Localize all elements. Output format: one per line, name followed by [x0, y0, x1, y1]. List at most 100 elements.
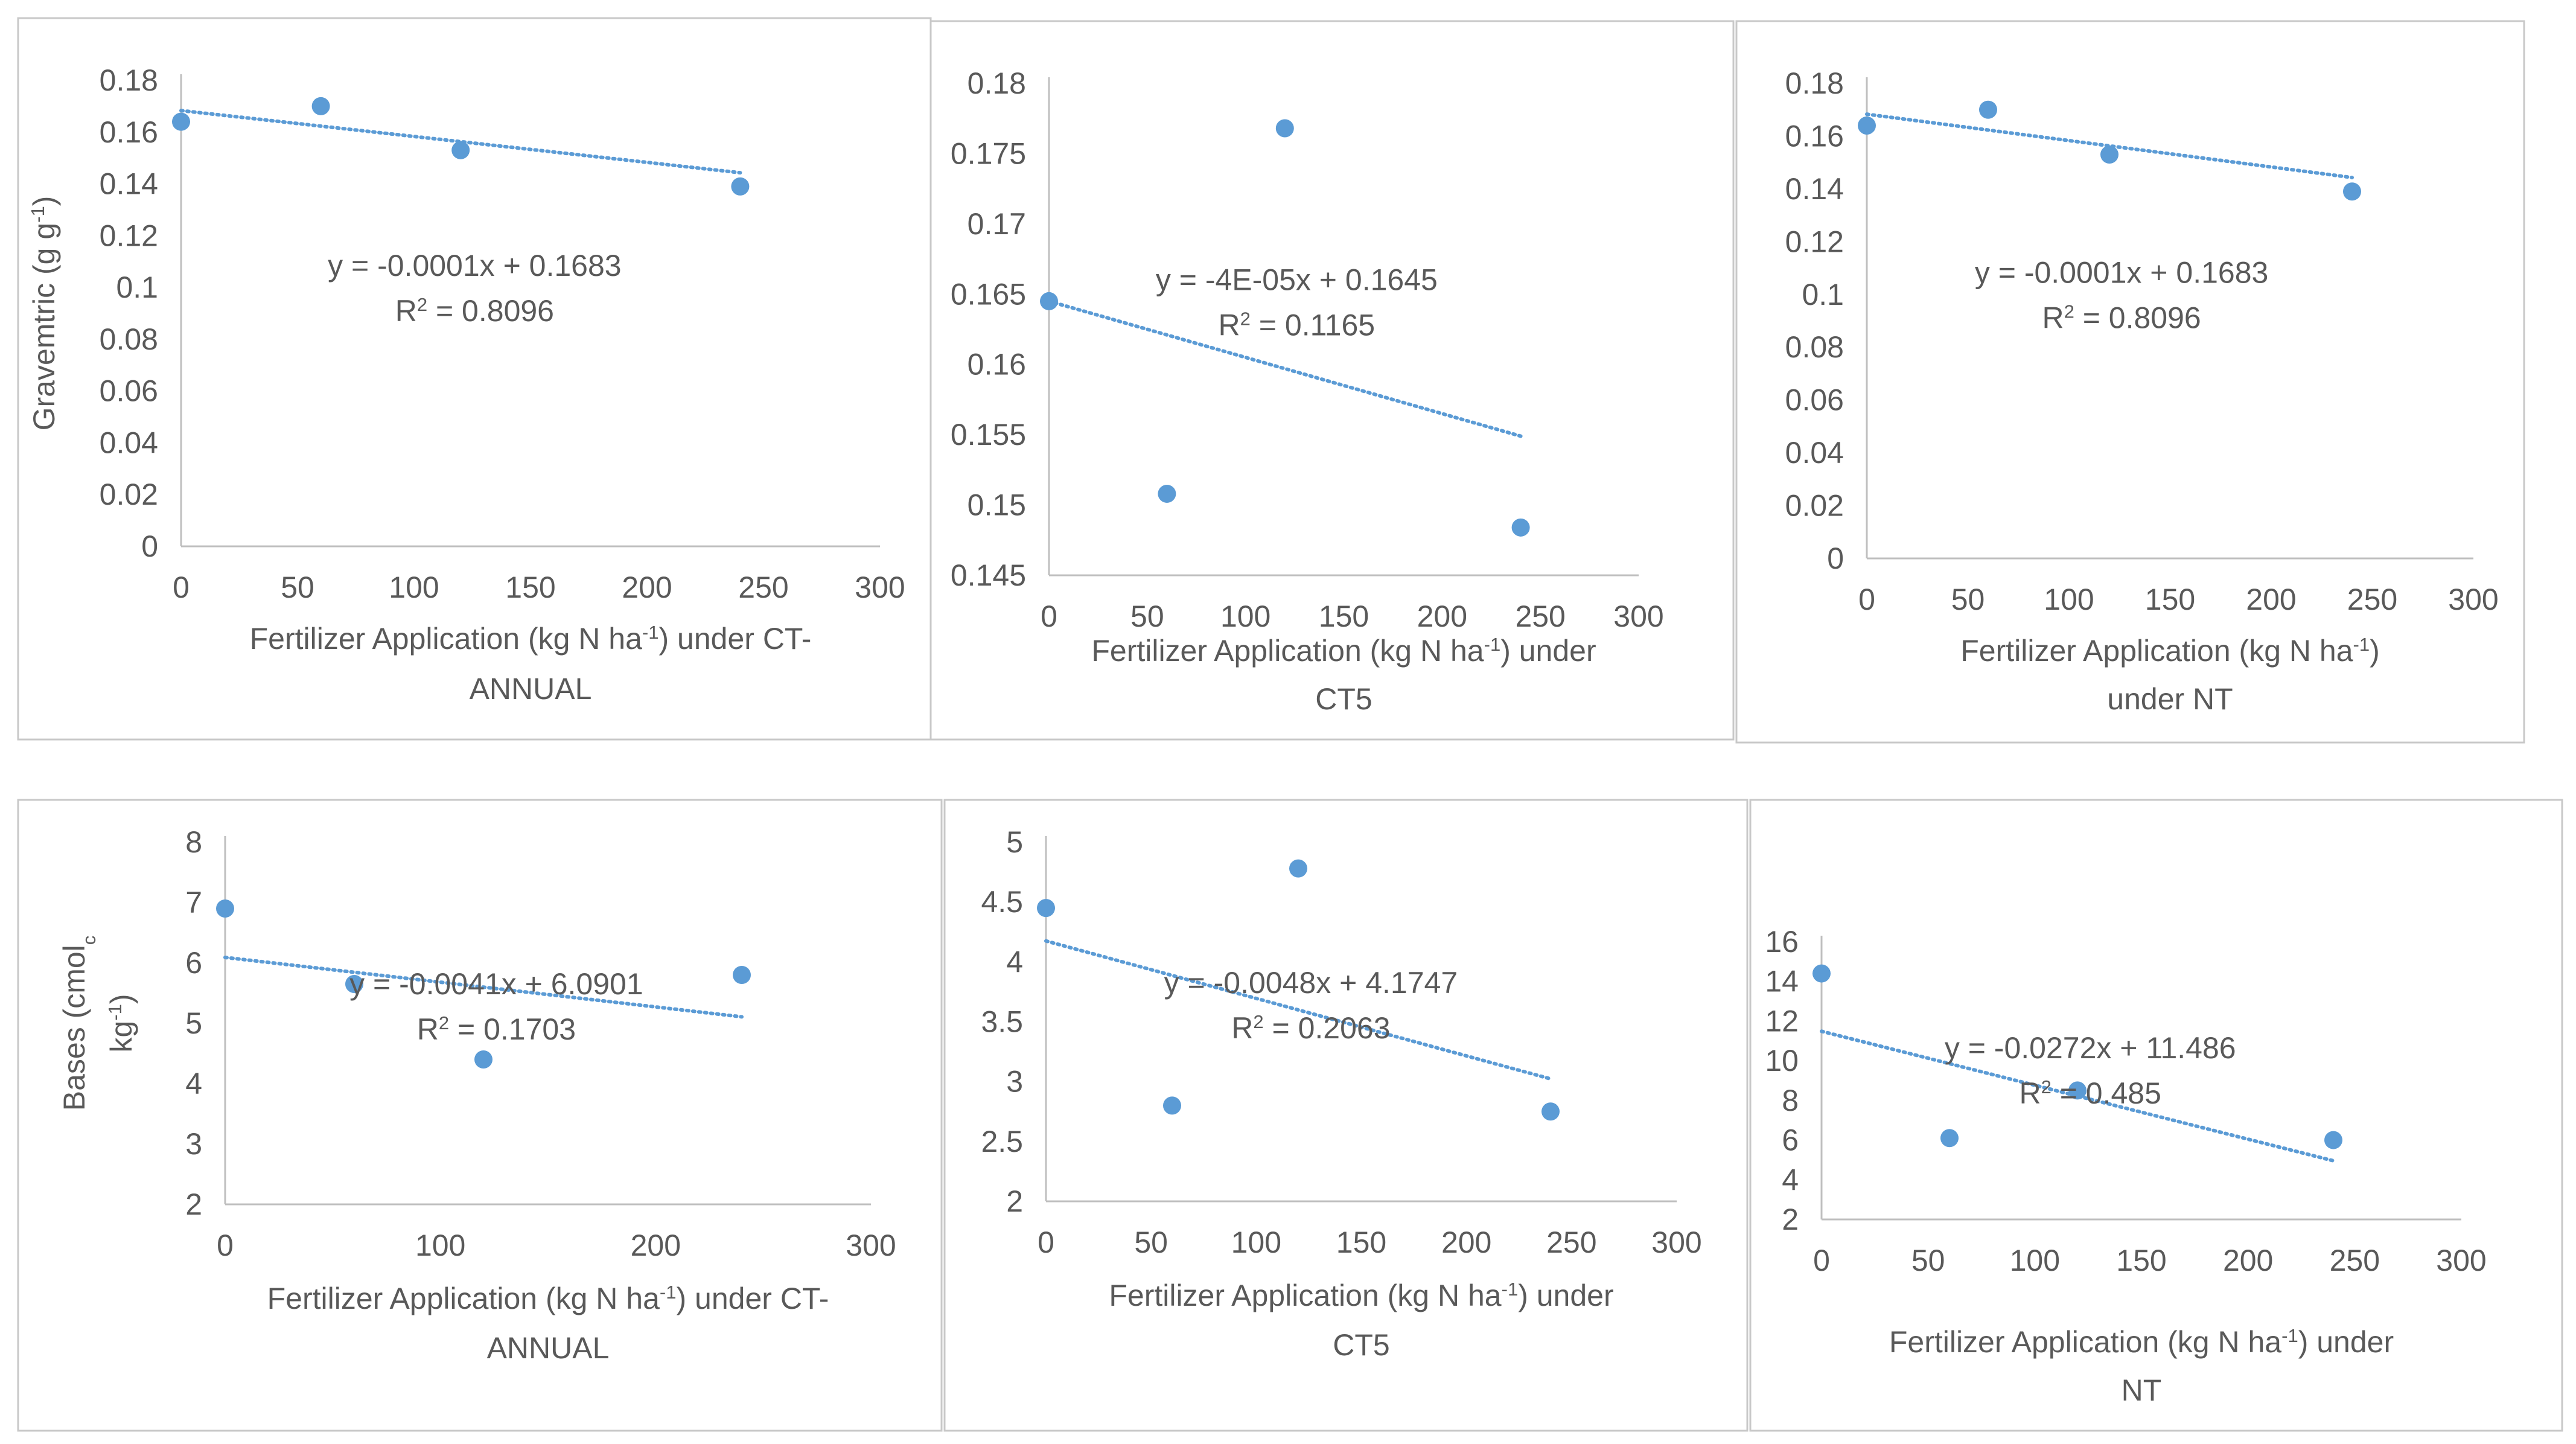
- data-point: [1040, 292, 1058, 310]
- x-tick-label: 300: [1651, 1225, 1701, 1259]
- y-tick-label: 0.12: [1785, 225, 1844, 258]
- y-tick-label: 0.04: [100, 426, 158, 459]
- y-tick-label: 3: [1006, 1065, 1023, 1099]
- plot-area: 2 4 6 8 10 12 14 16 0 50 100 150 200 250 300 y = -0.027…: [1765, 925, 2486, 1407]
- data-point: [1858, 116, 1876, 135]
- y-tick-label: 6: [1782, 1123, 1799, 1157]
- data-point: [172, 112, 190, 131]
- x-tick-label: 300: [2436, 1244, 2486, 1277]
- x-axis-title: Fertilizer Application (kg N ha-1) under: [1889, 1325, 2394, 1359]
- x-axis-title: under NT: [2107, 682, 2233, 716]
- data-point: [731, 177, 750, 196]
- x-tick-label: 200: [1417, 599, 1467, 633]
- data-point: [1275, 119, 1294, 138]
- x-tick-label: 250: [1546, 1225, 1596, 1259]
- data-point: [1940, 1129, 1959, 1148]
- data-point: [2324, 1131, 2342, 1149]
- y-axis-title: Bases (cmolc: [57, 936, 100, 1111]
- y-tick-label: 0.12: [100, 219, 158, 252]
- x-tick-label: 150: [2116, 1244, 2166, 1277]
- x-tick-label: 100: [2044, 583, 2094, 616]
- x-tick-label: 100: [2010, 1244, 2060, 1277]
- r-squared-label: R2 = 0.485: [2019, 1076, 2161, 1111]
- y-axis-title: Gravemtric (g g-1): [27, 196, 62, 431]
- plot-area: 0 0.02 0.04 0.06 0.08 0.1 0.12 0.14 0.16 0.18 0 50 1…: [27, 63, 905, 706]
- x-axis-title: Fertilizer Application (kg N ha-1) under: [1109, 1279, 1613, 1313]
- x-tick-label: 50: [1130, 599, 1164, 633]
- trendline: [223, 955, 744, 1019]
- data-point: [733, 966, 751, 984]
- x-axis-title: ANNUAL: [470, 672, 592, 706]
- panel-frame: [929, 20, 1735, 741]
- y-tick-label: 0.04: [1785, 436, 1844, 470]
- trendline-equation: y = -0.0041x + 6.0901: [349, 967, 643, 1001]
- x-axis-title: Fertilizer Application (kg N ha-1) under…: [267, 1282, 829, 1316]
- data-point: [1812, 964, 1831, 983]
- x-tick-label: 300: [855, 570, 905, 604]
- y-tick-label: 8: [185, 825, 202, 859]
- r-squared-label: R2 = 0.2063: [1231, 1011, 1390, 1045]
- y-tick-label: 4.5: [981, 885, 1023, 919]
- x-tick-label: 200: [2246, 583, 2296, 616]
- r-squared-label: R2 = 0.8096: [2042, 301, 2201, 335]
- chart-panel-top-right: 0 0.02 0.04 0.06 0.08 0.1 0.12 0.14 0.16 0.18 0 50 1…: [1735, 20, 2525, 744]
- data-point: [1037, 899, 1055, 918]
- x-tick-label: 200: [1441, 1225, 1491, 1259]
- data-point: [216, 899, 234, 918]
- x-tick-label: 50: [1134, 1225, 1168, 1259]
- data-point: [2100, 145, 2119, 164]
- y-tick-label: 0.1: [1802, 278, 1844, 311]
- x-axis-title: ANNUAL: [487, 1331, 610, 1365]
- y-tick-label: 10: [1765, 1044, 1799, 1078]
- x-axis-title: Fertilizer Application (kg N ha-1): [1960, 634, 2380, 668]
- y-tick-label: 4: [185, 1067, 202, 1101]
- y-tick-label: 0.08: [100, 322, 158, 356]
- x-tick-label: 50: [281, 570, 314, 604]
- y-tick-label: 0.14: [100, 167, 158, 201]
- data-point: [2343, 182, 2361, 201]
- trendline: [1047, 299, 1523, 438]
- x-tick-label: 150: [505, 570, 555, 604]
- data-point: [345, 975, 363, 993]
- x-tick-label: 0: [1038, 1225, 1054, 1259]
- x-tick-label: 300: [846, 1228, 896, 1262]
- y-tick-label: 2: [185, 1187, 202, 1221]
- x-axis-title: Fertilizer Application (kg N ha-1) under…: [250, 622, 812, 656]
- x-axis-title: CT5: [1315, 682, 1372, 716]
- trendline-equation: y = -4E-05x + 0.1645: [1156, 263, 1438, 296]
- x-tick-label: 250: [738, 570, 788, 604]
- chart-panel-bottom-left: 2 3 4 5 6 7 8 0 100 200 300 y = -0.0041x + 6.0901 R2…: [17, 799, 943, 1432]
- plot-area: 2 3 4 5 6 7 8 0 100 200 300 y = -0.0041x + 6.0901 R2…: [57, 825, 896, 1365]
- plot-area: 0.145 0.15 0.155 0.16 0.165 0.17 0.175 0.18 0 50 1…: [951, 66, 1664, 716]
- x-tick-label: 300: [1613, 599, 1663, 633]
- y-tick-label: 0.16: [968, 348, 1026, 382]
- y-tick-label: 0.18: [968, 66, 1026, 100]
- y-tick-label: 2.5: [981, 1125, 1023, 1158]
- x-tick-label: 0: [217, 1228, 234, 1262]
- y-tick-label: 12: [1765, 1004, 1799, 1038]
- x-axis-title: Fertilizer Application (kg N ha-1) under: [1091, 634, 1596, 668]
- y-tick-label: 4: [1782, 1163, 1799, 1196]
- trendline-equation: y = -0.0272x + 11.486: [1945, 1031, 2236, 1065]
- x-tick-label: 100: [1220, 599, 1270, 633]
- chart-panel-bottom-right: 2 4 6 8 10 12 14 16 0 50 100 150 200 250 300 y = -0.027…: [1749, 799, 2563, 1432]
- y-tick-label: 0.14: [1785, 172, 1844, 206]
- x-tick-label: 200: [2223, 1244, 2273, 1277]
- data-point: [1541, 1102, 1560, 1121]
- y-tick-label: 3.5: [981, 1005, 1023, 1039]
- r-squared-label: R2 = 0.1703: [417, 1012, 576, 1047]
- y-axis-title: kg-1): [104, 994, 139, 1052]
- data-point: [474, 1050, 493, 1069]
- x-tick-label: 0: [1813, 1244, 1830, 1277]
- y-tick-label: 2: [1006, 1184, 1023, 1218]
- y-tick-label: 7: [185, 886, 202, 919]
- x-tick-label: 0: [1041, 599, 1057, 633]
- trendline: [179, 109, 742, 175]
- data-point: [311, 97, 330, 115]
- data-point: [1163, 1096, 1181, 1115]
- panel-frame: [17, 799, 943, 1432]
- data-point: [451, 141, 470, 159]
- y-tick-label: 0.15: [968, 488, 1026, 522]
- x-tick-label: 50: [1951, 583, 1985, 616]
